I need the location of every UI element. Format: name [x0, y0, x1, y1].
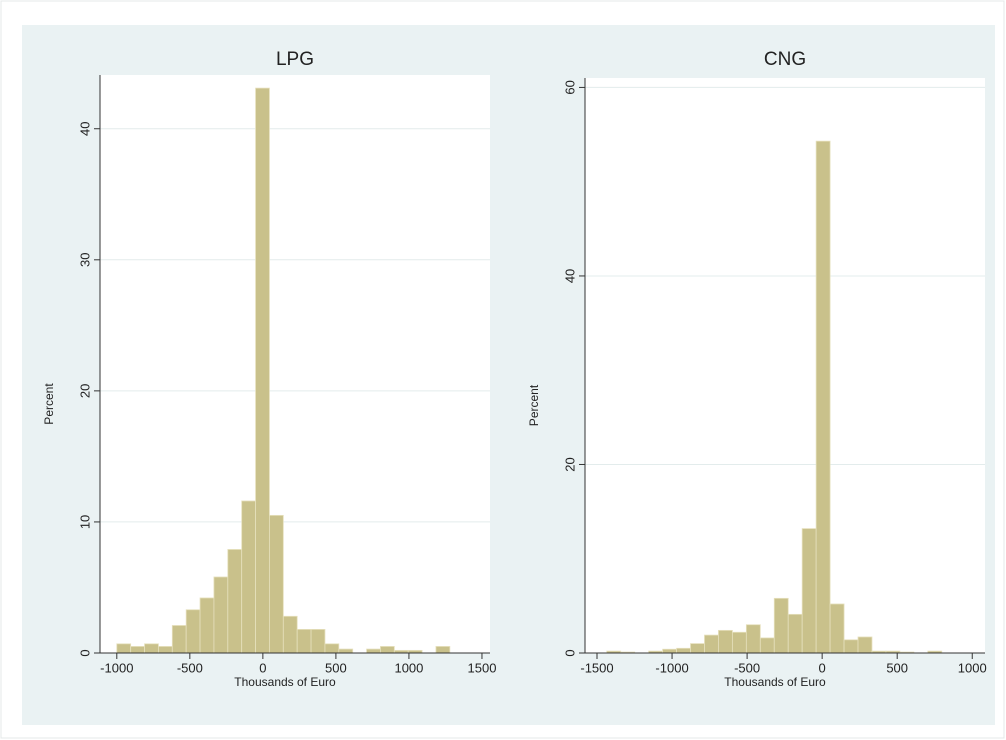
bar — [731, 631, 747, 654]
plot-area — [100, 75, 490, 653]
bar — [338, 648, 354, 654]
y-tick-label: 0 — [77, 649, 92, 656]
bar — [829, 603, 845, 654]
x-tick-label: -1000 — [655, 660, 688, 675]
bar — [310, 629, 326, 654]
bar — [269, 514, 284, 654]
bar — [773, 597, 789, 654]
y-tick-label: 40 — [562, 269, 577, 283]
y-tick-label: 40 — [77, 122, 92, 136]
x-tick-label: -1500 — [580, 660, 613, 675]
x-tick-label: -500 — [177, 660, 203, 675]
bar — [116, 643, 132, 654]
bar — [690, 643, 705, 654]
x-axis-label: Thousands of Euro — [234, 675, 336, 689]
bar — [255, 87, 270, 654]
bar — [213, 576, 229, 654]
y-axis-label: Percent — [42, 383, 56, 425]
bar — [676, 647, 691, 654]
bar — [324, 643, 340, 654]
bar — [843, 639, 859, 654]
y-tick-label: 0 — [562, 649, 577, 656]
bar — [171, 625, 187, 654]
bar — [745, 624, 761, 654]
x-tick-label: 0 — [259, 660, 266, 675]
chart-title: LPG — [276, 49, 314, 70]
bar — [241, 500, 256, 654]
bar — [185, 609, 201, 654]
bar — [718, 629, 733, 654]
bar — [435, 646, 451, 654]
x-tick-label: 0 — [819, 660, 826, 675]
y-tick-label: 60 — [562, 80, 577, 94]
bar — [787, 613, 803, 654]
y-tick-label: 10 — [77, 515, 92, 529]
x-tick-label: -500 — [734, 660, 760, 675]
y-tick-label: 30 — [77, 253, 92, 267]
chart-title: CNG — [764, 49, 806, 70]
x-tick-label: 1500 — [468, 660, 497, 675]
bar — [199, 597, 215, 654]
x-tick-label: -1000 — [100, 660, 133, 675]
x-tick-label: 1000 — [394, 660, 423, 675]
y-tick-label: 20 — [562, 457, 577, 471]
y-tick-label: 20 — [77, 384, 92, 398]
bar — [296, 629, 312, 654]
bar — [815, 140, 831, 654]
x-tick-label: 500 — [325, 660, 347, 675]
x-tick-label: 500 — [886, 660, 908, 675]
bar — [282, 615, 298, 654]
x-axis-label: Thousands of Euro — [724, 675, 826, 689]
plot-area — [585, 78, 985, 653]
bar — [662, 648, 677, 654]
bar — [801, 528, 817, 654]
bar — [704, 634, 719, 654]
bar — [759, 637, 775, 654]
bar — [380, 646, 395, 654]
bar — [227, 549, 243, 654]
bar — [857, 636, 873, 654]
x-tick-label: 1000 — [958, 660, 987, 675]
bar — [144, 643, 159, 654]
bar — [366, 648, 381, 654]
bar — [158, 646, 173, 654]
y-axis-label: Percent — [527, 384, 541, 426]
bar — [130, 646, 145, 654]
